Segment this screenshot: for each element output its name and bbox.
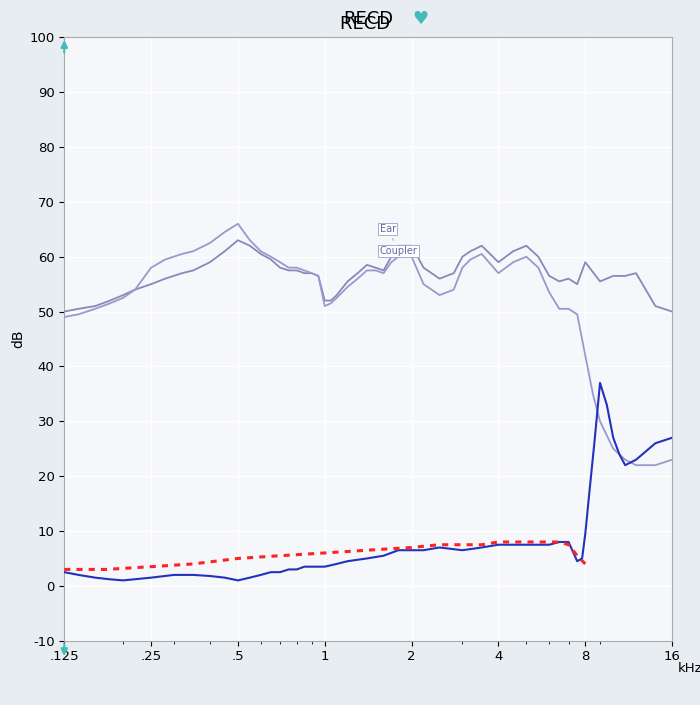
Title: RECD : RECD xyxy=(340,15,396,33)
Text: Coupler: Coupler xyxy=(379,246,417,256)
Y-axis label: dB: dB xyxy=(11,330,25,348)
Text: RECD: RECD xyxy=(343,10,393,28)
Text: Ear: Ear xyxy=(379,224,396,240)
X-axis label: kHz: kHz xyxy=(678,662,700,675)
Text: ♥: ♥ xyxy=(412,10,428,28)
